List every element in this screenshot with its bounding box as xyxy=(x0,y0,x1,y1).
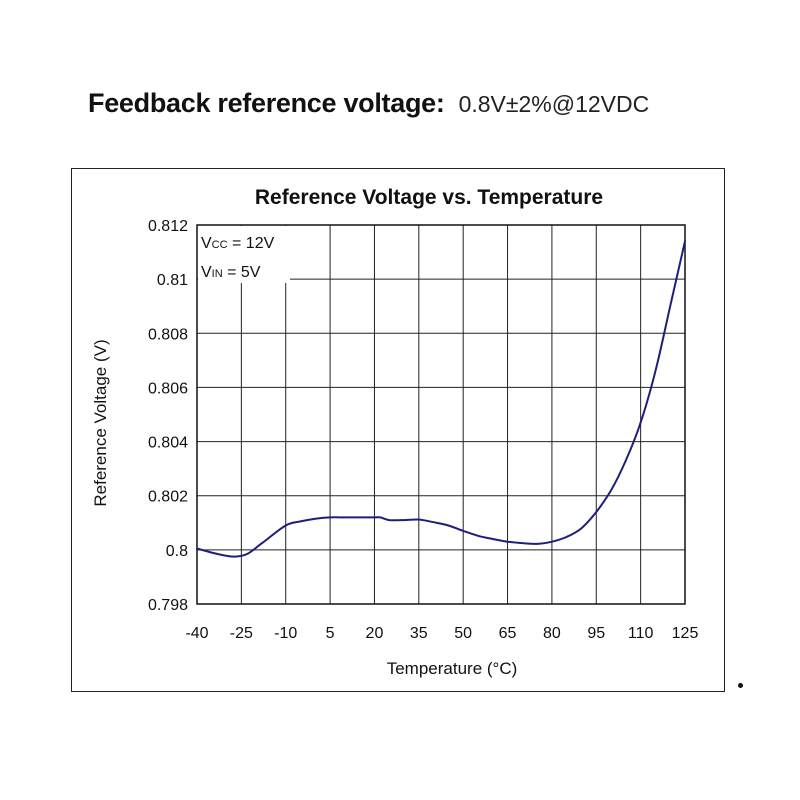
y-tick-label: 0.81 xyxy=(157,272,188,289)
plot-border xyxy=(196,224,686,605)
annotation-symbol: V xyxy=(201,264,212,281)
chart-title: Reference Voltage vs. Temperature xyxy=(255,186,603,209)
annotation-vcc: VCC = 12V xyxy=(201,235,275,252)
x-tick-label: 35 xyxy=(410,625,428,642)
y-axis-label: Reference Voltage (V) xyxy=(91,339,110,506)
x-tick-label: 80 xyxy=(543,625,561,642)
bullet-dot xyxy=(738,683,743,688)
x-tick-label: 125 xyxy=(672,625,699,642)
annotation-vin: VIN = 5V xyxy=(201,264,261,281)
y-tick-label: 0.812 xyxy=(148,218,188,235)
x-axis-label: Temperature (°C) xyxy=(387,659,518,678)
y-axis-ticks: 0.812 0.81 0.808 0.806 0.804 0.802 0.8 0.798 xyxy=(148,218,188,614)
x-tick-label: 5 xyxy=(326,625,335,642)
x-tick-label: 110 xyxy=(628,625,654,642)
heading-label: Feedback reference voltage: xyxy=(88,88,445,118)
chart-frame xyxy=(71,168,725,692)
conditions-box-bg xyxy=(198,226,290,283)
y-tick-label: 0.8 xyxy=(166,543,188,560)
x-tick-label: -10 xyxy=(274,625,297,642)
heading-spec: 0.8V±2%@12VDC xyxy=(458,91,650,117)
y-tick-label: 0.804 xyxy=(148,435,188,452)
annotation-value: = 5V xyxy=(223,264,261,281)
y-tick-label: 0.808 xyxy=(148,326,188,343)
annotation-symbol: V xyxy=(201,235,212,252)
x-tick-label: -40 xyxy=(185,625,208,642)
x-tick-label: 65 xyxy=(499,625,517,642)
annotation-subscript: CC xyxy=(212,239,228,251)
y-tick-label: 0.802 xyxy=(148,489,188,506)
x-tick-label: 20 xyxy=(366,625,384,642)
series-line-reference-voltage xyxy=(196,240,686,558)
annotation-value: = 12V xyxy=(228,235,275,252)
x-axis-ticks: -40 -25 -10 5 20 35 50 65 80 95 110 125 xyxy=(185,625,698,642)
x-tick-label: -25 xyxy=(230,625,253,642)
x-tick-label: 95 xyxy=(587,625,605,642)
annotation-subscript: IN xyxy=(212,268,223,280)
y-tick-label: 0.798 xyxy=(148,597,188,614)
x-tick-label: 50 xyxy=(454,625,472,642)
y-tick-label: 0.806 xyxy=(148,380,188,397)
heading: Feedback reference voltage: 0.8V±2%@12VD… xyxy=(88,88,649,119)
